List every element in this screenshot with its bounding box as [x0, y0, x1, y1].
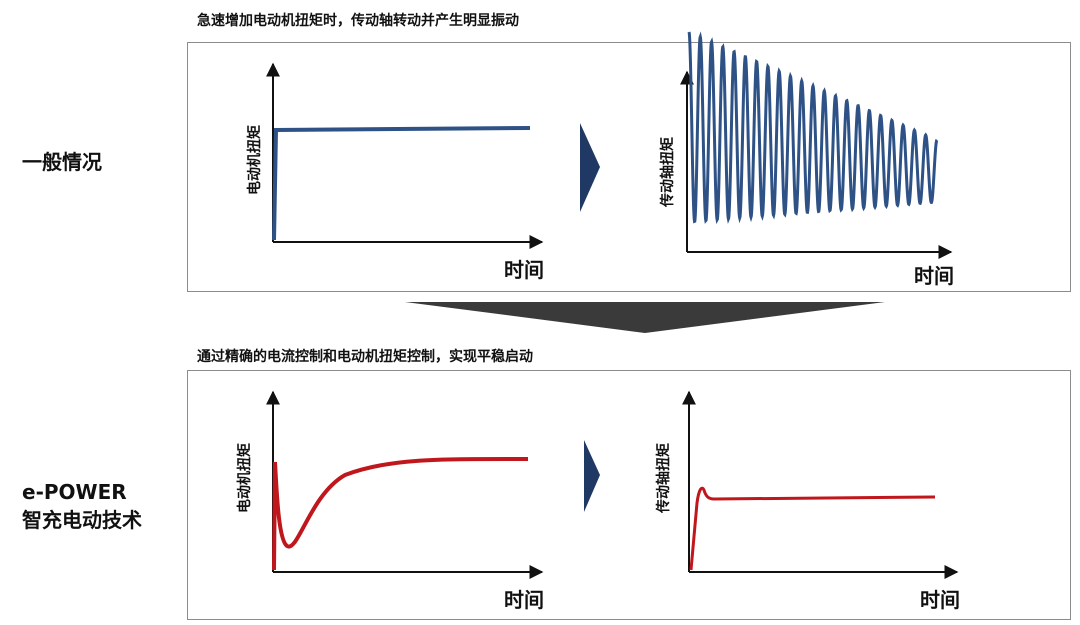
top-caption: 急速增加电动机扭矩时，传动轴转动并产生明显振动: [197, 13, 519, 29]
bottom-left-ylabel: 电动机扭矩: [236, 443, 253, 513]
bottom-left-torque-line: [272, 456, 529, 571]
top-right-xlabel: 时间: [914, 264, 954, 288]
bottom-row-label-line1: e-POWER: [22, 480, 127, 504]
bottom-row-label-line2: 智充电动技术: [22, 508, 142, 532]
bottom-caption: 通过精确的电流控制和电动机扭矩控制，实现平稳启动: [197, 349, 533, 365]
bottom-left-xlabel: 时间: [504, 588, 544, 612]
top-row-label: 一般情况: [22, 150, 102, 174]
top-left-torque-line: [272, 126, 531, 241]
top-left-xlabel: 时间: [504, 258, 544, 282]
bottom-right-chart: 传动轴扭矩 时间: [655, 390, 960, 612]
top-left-chart: 电动机扭矩 时间: [246, 62, 544, 282]
top-right-torque-line: [687, 31, 939, 225]
chevron-right-icon: [580, 123, 600, 212]
bottom-panel: [187, 370, 1071, 620]
top-right-chart: 传动轴扭矩 时间: [659, 31, 954, 288]
top-right-ylabel: 传动轴扭矩: [659, 137, 676, 208]
bottom-right-torque-line: [689, 486, 936, 571]
bottom-right-xlabel: 时间: [920, 588, 960, 612]
chevron-right-icon: [584, 440, 600, 512]
bottom-left-chart: 电动机扭矩 时间: [236, 390, 544, 612]
top-left-ylabel: 电动机扭矩: [246, 125, 263, 195]
bottom-right-ylabel: 传动轴扭矩: [655, 443, 672, 514]
